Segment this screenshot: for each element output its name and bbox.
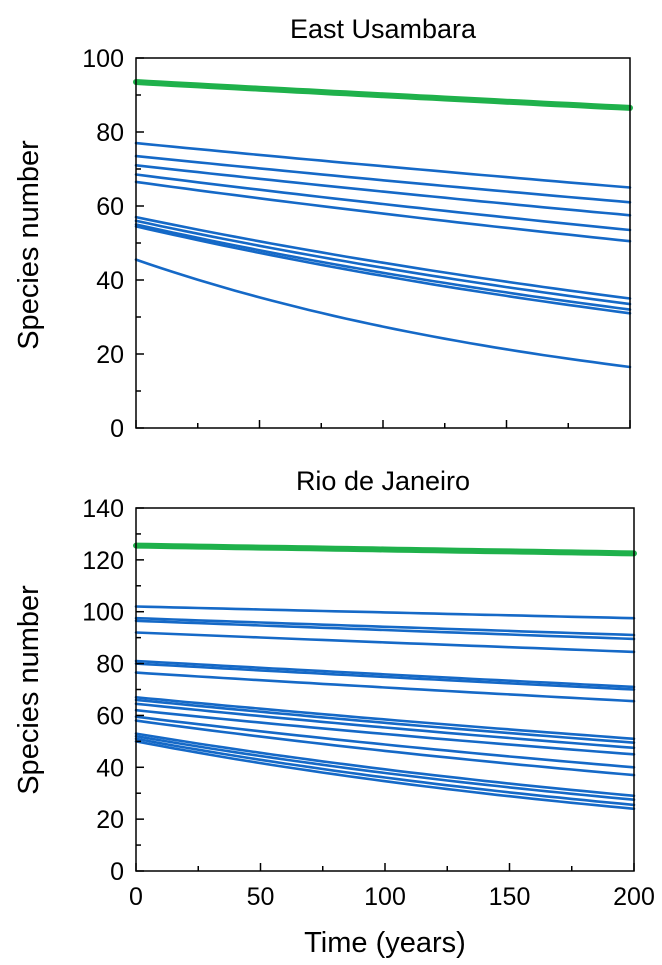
series-line: [134, 659, 636, 689]
series-line: [134, 258, 632, 369]
plot-frame: [135, 507, 635, 872]
series-line: [134, 164, 632, 217]
series-line: [134, 223, 632, 311]
series-line: [134, 219, 632, 306]
series-line: [134, 698, 636, 744]
y-tick-label: 40: [96, 754, 124, 782]
series-line: [134, 702, 636, 750]
series-line: [134, 740, 636, 811]
series-line: [134, 141, 632, 189]
y-tick-label: 60: [96, 193, 124, 221]
series-line: [134, 616, 636, 637]
y-tick-label: 40: [96, 267, 124, 295]
y-tick-label: 0: [110, 858, 124, 886]
y-tick-label: 120: [82, 547, 124, 575]
series-line: [134, 708, 636, 756]
chart-title: East Usambara: [290, 14, 477, 44]
series-line: [134, 154, 632, 204]
x-axis-label: Time (years): [304, 927, 466, 959]
axis-layer: 0 20 40 60 80 100: [82, 45, 631, 443]
y-tick-label: 80: [96, 119, 124, 147]
series-line: [134, 180, 632, 243]
panel-east-usambara: East Usambara Species number 0 20 40 60 80 10…: [13, 14, 633, 443]
series-layer: [133, 79, 633, 369]
series-line: [134, 696, 636, 741]
series-line: [134, 619, 636, 641]
series-line-highlight: [133, 542, 637, 557]
series-line: [134, 734, 636, 801]
y-tick-label: 100: [82, 45, 124, 73]
y-tick-label: 140: [82, 495, 124, 523]
series-line: [134, 719, 636, 777]
y-tick-label: 100: [82, 599, 124, 627]
panel-rio-de-janeiro: Rio de Janeiro Species number 0 20 40 60 80 1…: [13, 466, 655, 959]
x-tick-label: 200: [613, 883, 655, 911]
x-tick-label: 100: [364, 883, 406, 911]
series-line: [134, 605, 636, 620]
series-line: [134, 671, 636, 703]
y-axis-label: Species number: [13, 140, 45, 350]
y-tick-label: 0: [110, 415, 124, 443]
x-tick-label: 50: [247, 883, 275, 911]
series-line: [134, 631, 636, 654]
chart-title: Rio de Janeiro: [296, 466, 470, 496]
series-line: [134, 715, 636, 769]
series-line: [134, 215, 632, 300]
y-tick-label: 20: [96, 341, 124, 369]
y-tick-label: 80: [96, 651, 124, 679]
series-line: [134, 173, 632, 232]
series-line: [134, 737, 636, 807]
series-line: [134, 662, 636, 691]
y-axis-label: Species number: [13, 585, 45, 795]
series-line: [134, 732, 636, 798]
y-tick-label: 20: [96, 806, 124, 834]
series-line: [134, 225, 632, 315]
x-tick-label: 150: [489, 883, 531, 911]
y-tick-label: 60: [96, 702, 124, 730]
series-layer: [133, 542, 637, 811]
axis-layer: 0 20 40 60 80 100 120 140 0 50 100 150 200: [82, 495, 655, 911]
x-tick-label: 0: [129, 883, 143, 911]
series-line-highlight: [133, 79, 633, 111]
plot-frame: [135, 57, 631, 429]
